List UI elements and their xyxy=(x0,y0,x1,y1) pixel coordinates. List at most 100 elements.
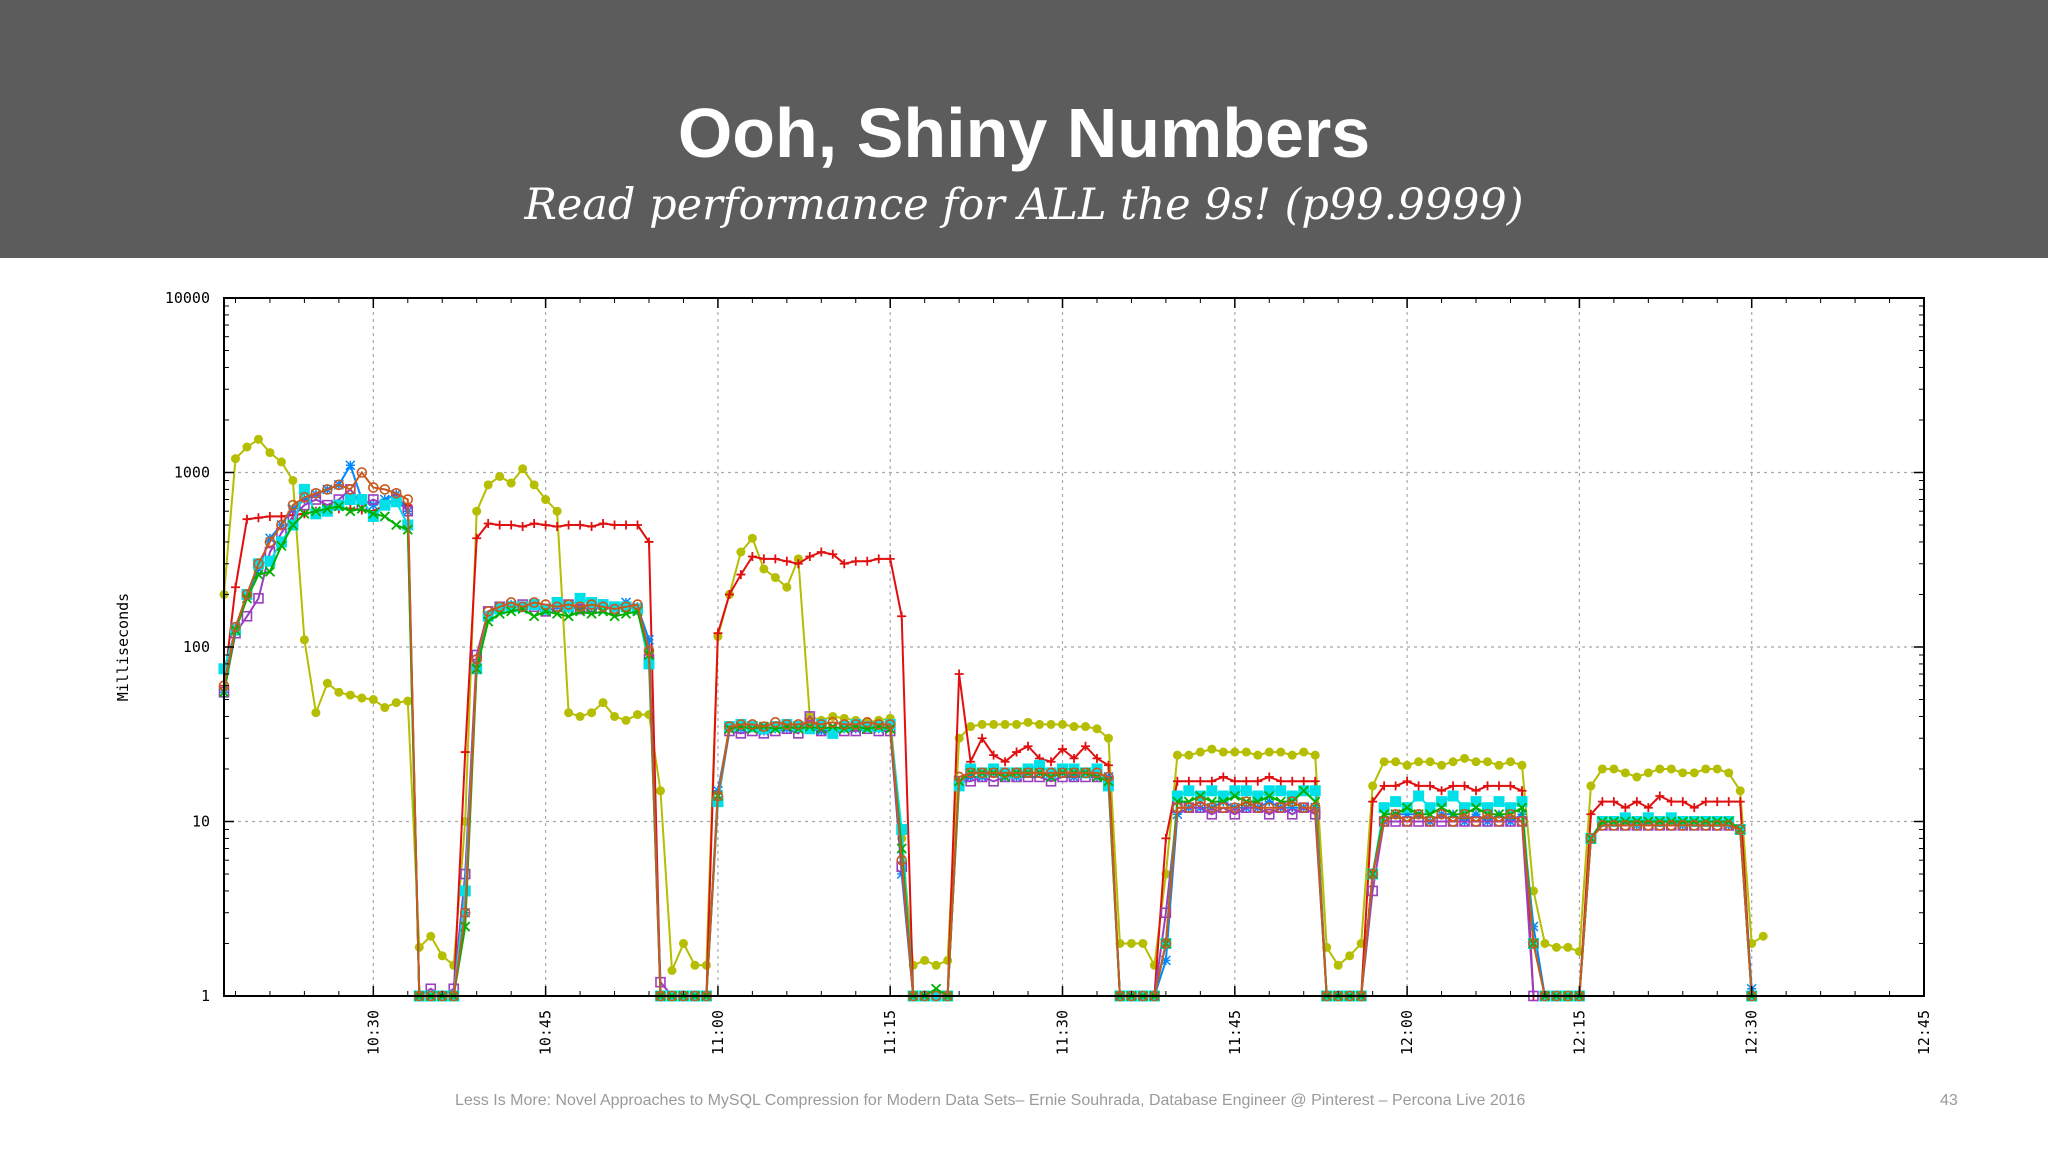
data-point xyxy=(1460,781,1470,791)
data-point xyxy=(1493,816,1505,827)
data-point xyxy=(1631,820,1643,831)
data-point xyxy=(1424,802,1436,814)
data-point xyxy=(344,494,356,506)
data-point xyxy=(1298,802,1310,813)
data-point xyxy=(345,690,355,700)
data-point xyxy=(1563,942,1573,952)
x-tick-label: 10:45 xyxy=(537,1010,555,1055)
data-point xyxy=(1068,767,1080,779)
data-point xyxy=(1045,767,1057,779)
data-point xyxy=(1012,719,1022,729)
data-point xyxy=(1643,820,1654,831)
data-point xyxy=(874,554,884,564)
data-point xyxy=(518,522,528,532)
data-point xyxy=(805,552,815,562)
data-point xyxy=(1470,796,1482,808)
data-point xyxy=(621,520,631,530)
data-point xyxy=(678,938,688,948)
data-point xyxy=(1758,931,1768,941)
data-point xyxy=(368,500,379,511)
data-point xyxy=(1414,781,1424,791)
data-point xyxy=(529,480,539,490)
data-point xyxy=(1023,717,1033,727)
data-point xyxy=(1678,768,1688,778)
data-point xyxy=(495,520,505,530)
data-point xyxy=(575,520,585,530)
data-point xyxy=(1000,757,1010,767)
data-point xyxy=(1299,747,1309,757)
data-point xyxy=(1483,757,1493,767)
data-point xyxy=(1034,767,1045,779)
y-tick-label: 10 xyxy=(192,813,210,831)
data-point xyxy=(1069,753,1079,763)
data-point xyxy=(1264,796,1275,807)
data-point xyxy=(1126,938,1136,948)
data-point xyxy=(988,767,999,779)
data-point xyxy=(920,955,930,965)
x-tick-label: 12:00 xyxy=(1398,1010,1416,1055)
data-point xyxy=(1091,767,1103,779)
data-point xyxy=(884,719,896,730)
data-point xyxy=(310,494,322,505)
data-point xyxy=(1229,785,1241,797)
data-point xyxy=(1080,722,1090,732)
data-point xyxy=(287,519,299,531)
data-point xyxy=(1619,812,1631,824)
data-point xyxy=(1470,809,1482,820)
data-point xyxy=(792,721,804,733)
data-point xyxy=(1229,808,1241,820)
data-point xyxy=(1505,781,1515,791)
data-point xyxy=(1298,785,1309,796)
data-point xyxy=(1735,797,1745,807)
data-point xyxy=(574,592,586,604)
data-point xyxy=(1310,750,1320,760)
data-point xyxy=(264,566,276,577)
data-point xyxy=(977,733,987,743)
data-point xyxy=(1597,820,1608,831)
data-point xyxy=(460,747,470,757)
data-point xyxy=(276,457,286,467)
data-point xyxy=(253,558,264,570)
data-point xyxy=(299,494,310,505)
data-point xyxy=(299,635,309,645)
data-point xyxy=(804,711,816,722)
data-point xyxy=(1516,802,1528,813)
data-point xyxy=(1069,722,1079,732)
data-point xyxy=(506,478,516,488)
data-point xyxy=(839,559,849,569)
data-point xyxy=(1585,833,1597,844)
x-tick-label: 12:45 xyxy=(1915,1010,1933,1055)
data-point xyxy=(1655,764,1665,774)
data-point xyxy=(782,556,792,566)
data-point xyxy=(1471,757,1481,767)
data-point xyxy=(472,533,482,543)
data-point xyxy=(552,522,562,532)
data-point xyxy=(724,589,734,599)
data-point xyxy=(253,593,264,604)
data-point xyxy=(1665,812,1677,824)
data-point xyxy=(1264,790,1275,802)
data-point xyxy=(575,711,585,721)
data-point xyxy=(241,589,253,600)
data-point xyxy=(587,708,597,718)
data-point xyxy=(977,719,987,729)
data-point xyxy=(563,611,574,622)
data-point xyxy=(253,513,263,523)
data-point xyxy=(1437,786,1447,796)
data-point xyxy=(1012,747,1022,757)
y-tick-label: 1 xyxy=(201,987,210,1005)
data-point xyxy=(1034,759,1046,771)
data-point xyxy=(1734,824,1746,835)
x-tick-label: 10:30 xyxy=(364,1010,382,1055)
series-line xyxy=(223,470,1753,997)
data-point xyxy=(586,608,597,619)
data-point xyxy=(1160,907,1172,919)
data-point xyxy=(759,564,769,574)
data-point xyxy=(1701,797,1711,807)
data-point xyxy=(1276,776,1286,786)
data-point xyxy=(288,475,298,485)
data-point xyxy=(621,715,631,725)
data-point xyxy=(265,448,275,458)
data-point xyxy=(643,645,655,657)
data-point xyxy=(379,484,391,495)
